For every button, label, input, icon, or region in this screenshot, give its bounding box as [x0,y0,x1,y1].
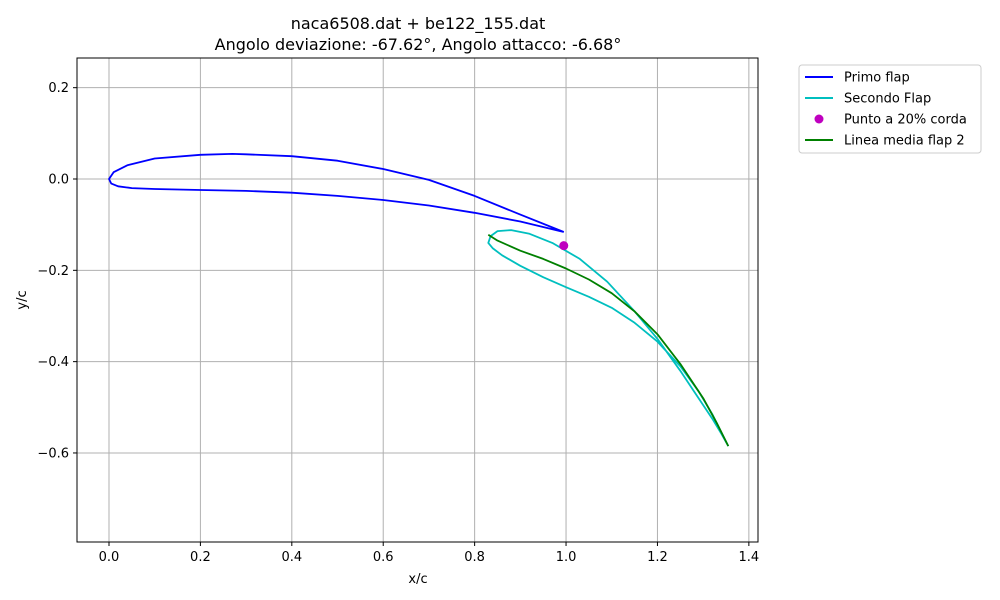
x-tick-label: 0.8 [464,550,485,565]
y-tick-label: −0.6 [37,446,69,461]
series-line-linea-media-flap-2 [487,233,730,447]
series-line-secondo-flap [487,229,730,447]
chart-subtitle: Angolo deviazione: -67.62°, Angolo attac… [215,35,622,54]
series-point-punto-a-20-corda [559,241,569,251]
x-tick-label: 1.0 [556,550,577,565]
x-tick-label: 1.4 [739,550,760,565]
series-layer [108,152,730,447]
legend-label-punto-a-20-corda: Punto a 20% corda [844,113,967,128]
series-line-primo-flap [108,152,565,233]
x-tick-label: 0.0 [99,550,120,565]
x-axis: 0.0 0.2 0.4 0.6 0.8 1.0 1.2 1.4 [99,542,760,565]
legend-label-primo-flap: Primo flap [844,71,910,86]
y-tick-label: −0.4 [37,355,69,370]
legend-label-linea-media-flap-2: Linea media flap 2 [844,134,965,149]
x-tick-label: 0.6 [373,550,394,565]
x-axis-label: x/c [408,572,427,587]
y-tick-label: −0.2 [37,264,69,279]
y-tick-label: 0.2 [48,81,69,96]
grid [77,58,758,542]
y-axis: 0.2 0.0 −0.2 −0.4 −0.6 [37,81,77,461]
legend: Primo flap Secondo Flap Punto a 20% corda L… [798,64,982,154]
legend-swatch-punto-a-20-corda [814,114,824,124]
x-tick-label: 0.4 [281,550,302,565]
legend-box [798,64,982,154]
x-tick-label: 1.2 [647,550,668,565]
legend-label-secondo-flap: Secondo Flap [844,92,931,107]
x-tick-label: 0.2 [190,550,211,565]
y-axis-label: y/c [15,290,30,309]
chart-title: naca6508.dat + be122_155.dat [291,14,546,34]
y-tick-label: 0.0 [48,173,69,188]
plot-frame [76,57,759,543]
